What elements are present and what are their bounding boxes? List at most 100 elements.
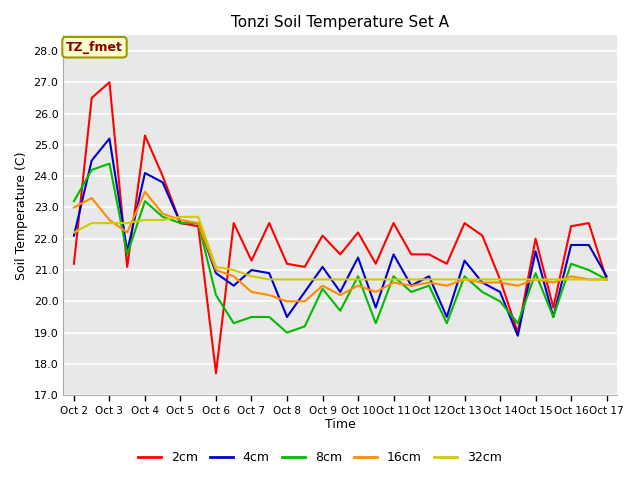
8cm	[532, 270, 540, 276]
16cm	[425, 280, 433, 286]
8cm	[603, 276, 611, 282]
16cm	[70, 204, 78, 210]
4cm	[372, 305, 380, 311]
4cm	[70, 233, 78, 239]
8cm	[212, 292, 220, 298]
2cm	[337, 252, 344, 257]
32cm	[319, 276, 326, 282]
8cm	[230, 320, 237, 326]
4cm	[195, 220, 202, 226]
32cm	[408, 276, 415, 282]
32cm	[88, 220, 95, 226]
4cm	[319, 264, 326, 270]
16cm	[443, 283, 451, 288]
4cm	[337, 289, 344, 295]
2cm	[319, 233, 326, 239]
2cm	[230, 220, 237, 226]
8cm	[408, 289, 415, 295]
2cm	[603, 276, 611, 282]
4cm	[567, 242, 575, 248]
32cm	[461, 276, 468, 282]
32cm	[106, 220, 113, 226]
8cm	[337, 308, 344, 313]
2cm	[443, 261, 451, 267]
4cm	[212, 270, 220, 276]
4cm	[248, 267, 255, 273]
32cm	[390, 276, 397, 282]
16cm	[266, 292, 273, 298]
32cm	[372, 276, 380, 282]
16cm	[390, 280, 397, 286]
32cm	[443, 276, 451, 282]
4cm	[354, 254, 362, 260]
Legend: 2cm, 4cm, 8cm, 16cm, 32cm: 2cm, 4cm, 8cm, 16cm, 32cm	[133, 446, 507, 469]
Line: 2cm: 2cm	[74, 82, 607, 373]
4cm	[177, 220, 184, 226]
16cm	[496, 280, 504, 286]
4cm	[550, 314, 557, 320]
16cm	[603, 276, 611, 282]
8cm	[425, 283, 433, 288]
Text: TZ_fmet: TZ_fmet	[66, 41, 123, 54]
16cm	[141, 189, 149, 195]
4cm	[390, 252, 397, 257]
2cm	[195, 223, 202, 229]
4cm	[230, 283, 237, 288]
8cm	[141, 198, 149, 204]
8cm	[567, 261, 575, 267]
32cm	[496, 276, 504, 282]
Line: 16cm: 16cm	[74, 192, 607, 301]
8cm	[177, 220, 184, 226]
16cm	[124, 229, 131, 235]
8cm	[159, 214, 166, 220]
32cm	[514, 276, 522, 282]
8cm	[319, 286, 326, 292]
16cm	[283, 299, 291, 304]
16cm	[532, 276, 540, 282]
32cm	[585, 276, 593, 282]
8cm	[283, 330, 291, 336]
4cm	[141, 170, 149, 176]
2cm	[372, 261, 380, 267]
4cm	[532, 248, 540, 254]
2cm	[461, 220, 468, 226]
32cm	[141, 217, 149, 223]
32cm	[283, 276, 291, 282]
32cm	[230, 267, 237, 273]
32cm	[550, 276, 557, 282]
2cm	[408, 252, 415, 257]
8cm	[479, 289, 486, 295]
4cm	[301, 289, 308, 295]
16cm	[230, 274, 237, 279]
8cm	[496, 299, 504, 304]
32cm	[479, 276, 486, 282]
32cm	[248, 274, 255, 279]
16cm	[159, 211, 166, 216]
2cm	[141, 132, 149, 138]
32cm	[337, 276, 344, 282]
8cm	[124, 252, 131, 257]
8cm	[266, 314, 273, 320]
4cm	[124, 248, 131, 254]
16cm	[354, 283, 362, 288]
32cm	[266, 276, 273, 282]
8cm	[195, 220, 202, 226]
Line: 4cm: 4cm	[74, 139, 607, 336]
16cm	[514, 283, 522, 288]
Line: 32cm: 32cm	[74, 217, 607, 279]
16cm	[177, 217, 184, 223]
8cm	[461, 274, 468, 279]
32cm	[177, 214, 184, 220]
8cm	[390, 274, 397, 279]
16cm	[88, 195, 95, 201]
32cm	[603, 276, 611, 282]
8cm	[70, 198, 78, 204]
2cm	[550, 305, 557, 311]
Y-axis label: Soil Temperature (C): Soil Temperature (C)	[15, 151, 28, 279]
4cm	[159, 180, 166, 185]
16cm	[479, 280, 486, 286]
4cm	[443, 314, 451, 320]
32cm	[567, 276, 575, 282]
2cm	[283, 261, 291, 267]
8cm	[106, 161, 113, 167]
